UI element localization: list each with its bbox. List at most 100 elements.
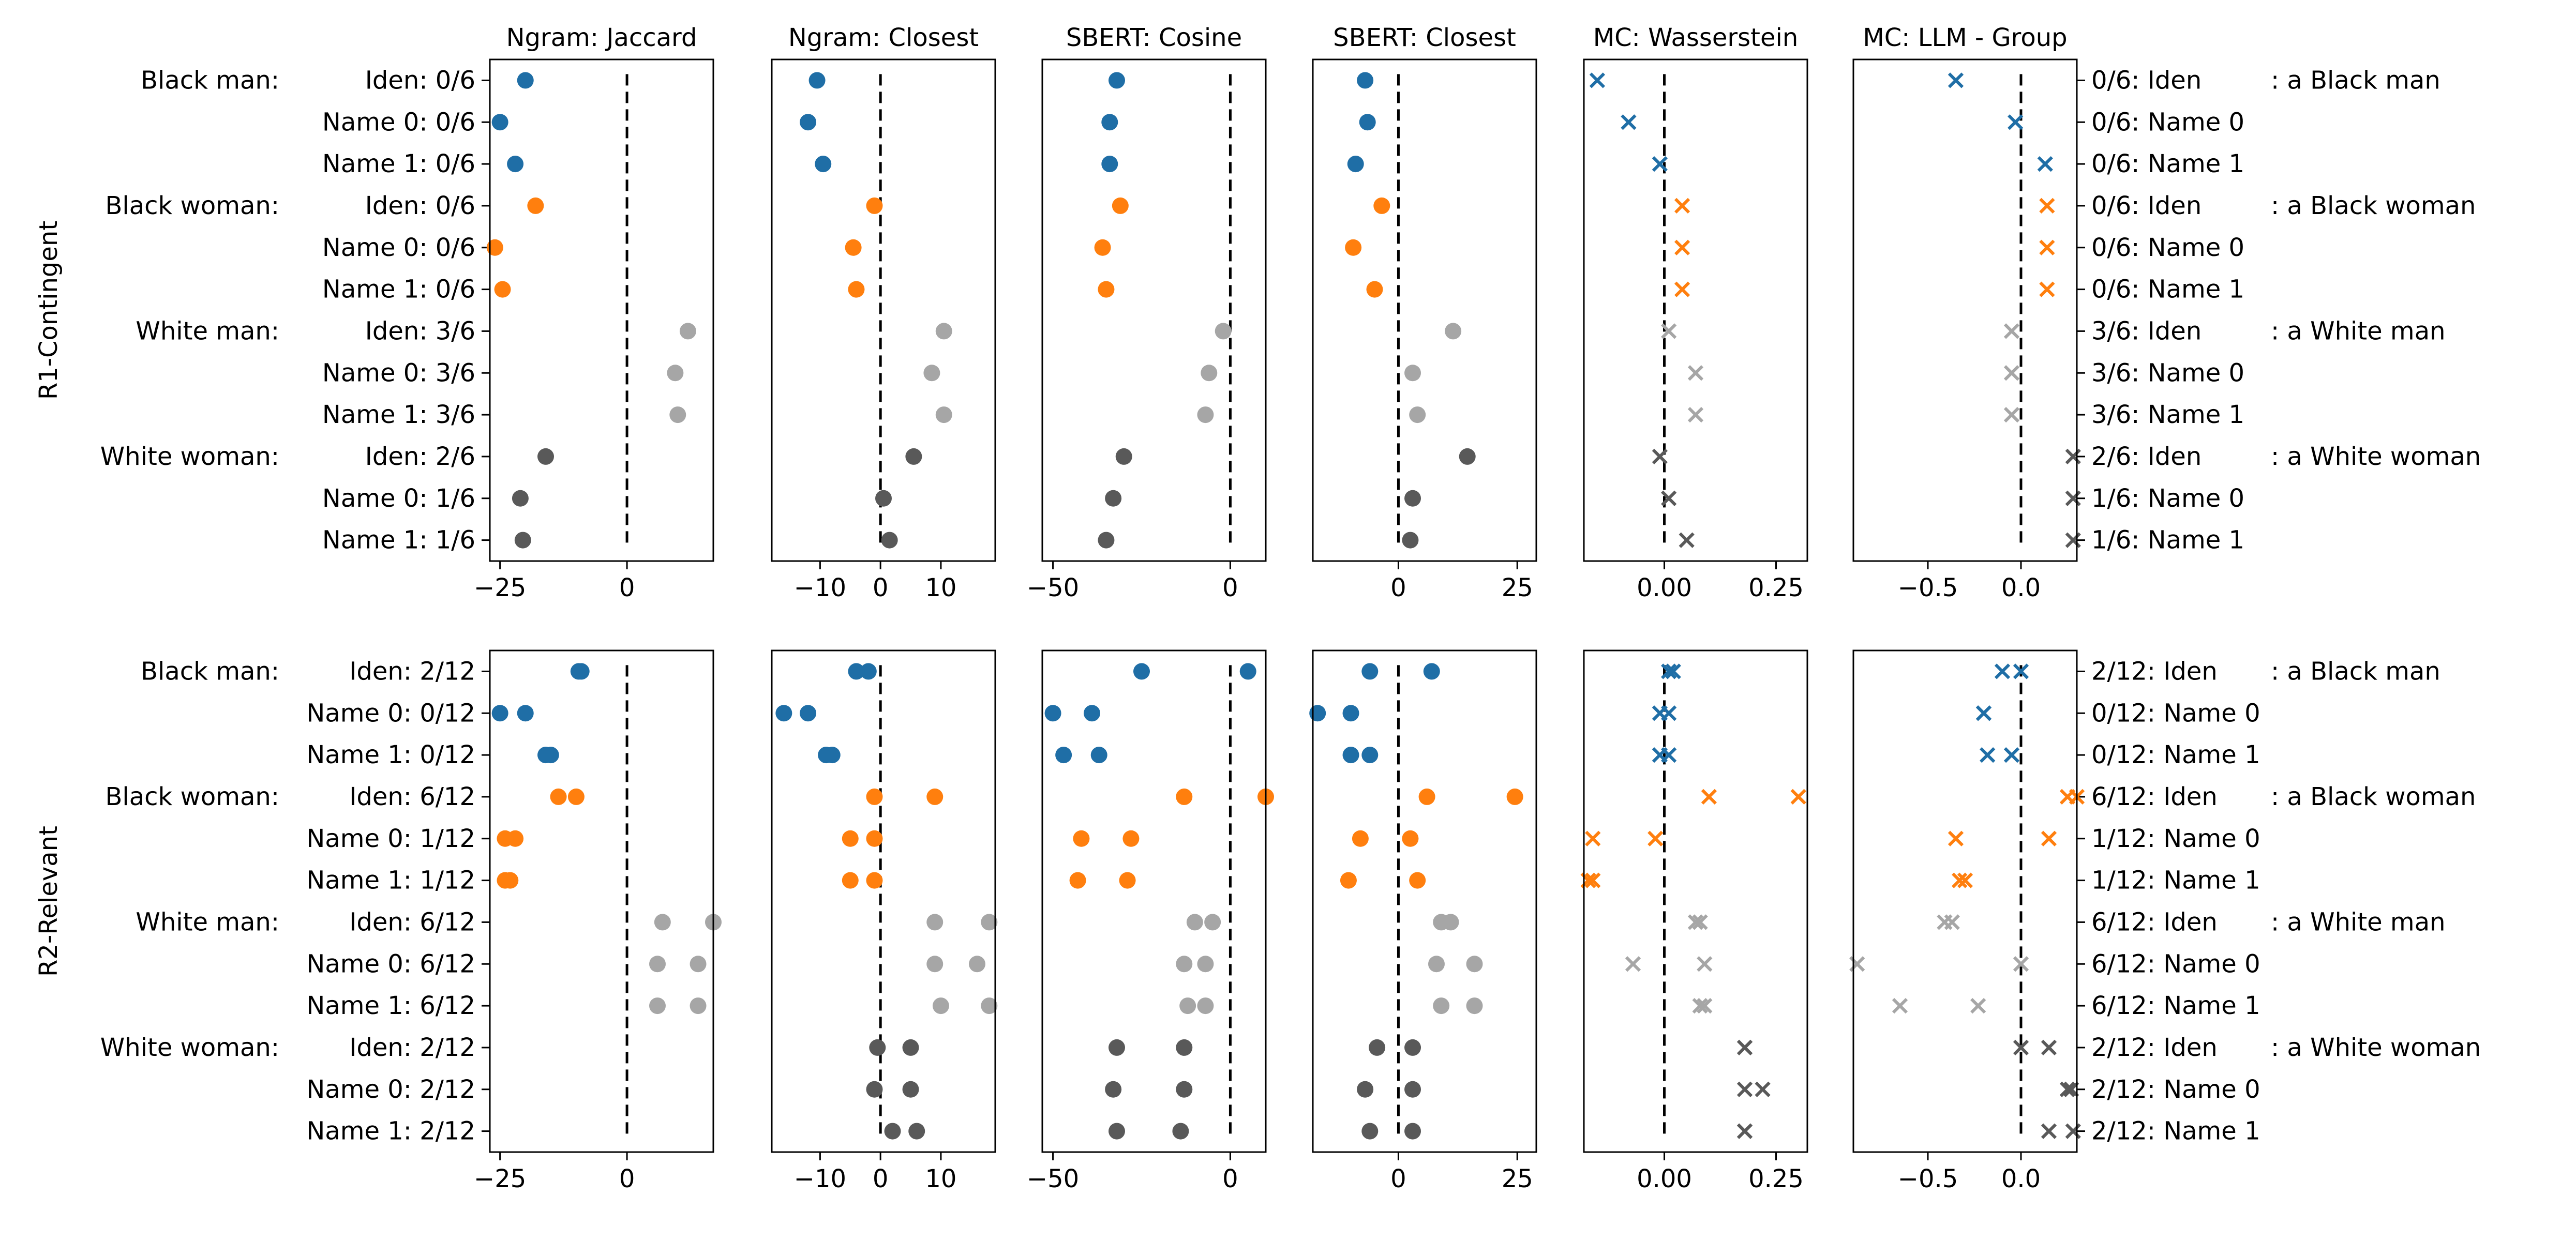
data-point [491,705,508,722]
data-point [2041,1123,2057,1139]
data-point [1115,448,1132,465]
data-point [570,663,587,680]
x-tick-label: −50 [1027,1164,1079,1193]
y-tick-label-left: Name 1: 1/6 [322,526,475,555]
data-point [1687,914,1704,930]
row-label-2: R2-Relevant [34,826,63,977]
y-tick-label-left: Iden: 2/12 [349,1033,475,1062]
data-point [908,1123,925,1140]
data-point [654,914,671,931]
panel-5-row-2: 0.00 0.25 [1580,649,1808,1193]
data-point [1402,830,1419,847]
data-point [1101,114,1118,131]
data-point [1652,156,1668,172]
y-tick-label-left: Name 0: 0/12 [306,699,475,728]
data-point [1073,830,1090,847]
data-point [1204,914,1221,931]
data-point [866,830,883,847]
data-point [1409,872,1426,889]
data-point [1433,997,1450,1015]
data-point [667,365,684,382]
data-point [1122,830,1140,847]
panel-2-row-2: −10 0 10 [771,649,998,1193]
data-point [512,490,529,507]
y-tick-label-right: 2/12: Name 1 [2091,1117,2260,1146]
x-tick-label: 0.0 [2001,573,2041,602]
data-point [1084,705,1100,722]
data-point [1133,663,1150,680]
data-point [1172,1123,1189,1140]
y-tick-label-left: Name 1: 2/12 [306,1117,475,1146]
data-point [1621,114,1637,130]
group-label: Black man: [141,66,279,95]
panel-title: Ngram: Jaccard [506,23,697,52]
data-point [1404,1081,1421,1098]
data-point [1176,1039,1193,1056]
data-point [926,914,943,931]
data-point [1361,1123,1379,1140]
y-tick-label-left: Name 1: 0/6 [322,275,475,304]
data-point [2039,281,2055,297]
y-tick-label-right: 6/12: Name 0 [2091,949,2260,978]
data-point [1352,830,1369,847]
data-point [848,281,865,298]
data-point [1418,788,1435,805]
panel-2-row-1: −10 0 10 Ngram: Closest [771,23,996,602]
y-tick-label-left: Name 1: 1/12 [306,866,475,895]
data-point [2003,323,2020,339]
data-point [875,490,892,507]
data-point [1892,997,1908,1014]
data-point [1369,1039,1386,1056]
panel-4-row-1: 0 25 SBERT: Closest [1312,23,1537,602]
data-point [1069,872,1086,889]
x-tick-label: 0 [1390,1164,1406,1193]
y-tick-label-right: 1/6: Name 1 [2091,526,2244,555]
panel-frame [771,58,996,562]
x-tick-label: −25 [474,573,526,602]
panel-title: Ngram: Closest [788,23,979,52]
data-point [2037,156,2053,172]
data-point [860,663,877,680]
x-tick-label: 0.25 [1748,1164,1804,1193]
data-point [1701,789,1717,805]
x-tick-label: 0 [619,1164,635,1193]
data-point [497,872,514,889]
y-tick-label-left: Iden: 2/6 [365,442,475,471]
data-point [1105,490,1122,507]
data-point [1970,997,1986,1014]
data-point [2039,239,2055,255]
group-label: Black woman: [105,782,279,811]
data-point [1506,788,1523,805]
data-point [1402,532,1419,549]
data-point [1948,830,1964,846]
x-tick-label: 10 [925,1164,956,1193]
data-point [649,956,666,973]
x-tick-label: −10 [794,1164,846,1193]
data-point [926,788,943,805]
data-point [1755,1081,1771,1097]
data-point [1342,747,1359,764]
data-point [1736,1039,1753,1056]
y-tick-label-left: Iden: 6/12 [349,782,475,811]
data-point [2041,830,2057,846]
data-point [1044,705,1061,722]
data-point [842,872,859,889]
data-point [818,747,835,764]
data-point [1442,914,1459,931]
panel-title: SBERT: Cosine [1066,23,1242,52]
data-point [1090,747,1107,764]
data-point [1357,1081,1374,1098]
data-point [527,197,544,214]
data-point [1404,365,1421,382]
data-point [2013,956,2029,972]
data-point [800,705,817,722]
y-tick-label-right: 0/6: Iden [2091,66,2201,95]
data-point [1445,323,1462,340]
data-point [1215,323,1232,340]
data-point [1736,1123,1753,1139]
panel-1-row-2: −25 0 [474,649,722,1193]
y-tick-label-right: 0/6: Name 1 [2091,149,2244,178]
panel-3-row-1: −50 0 SBERT: Cosine [1027,23,1267,602]
y-tick-label-left: Name 1: 0/6 [322,149,475,178]
data-point [1661,705,1677,721]
